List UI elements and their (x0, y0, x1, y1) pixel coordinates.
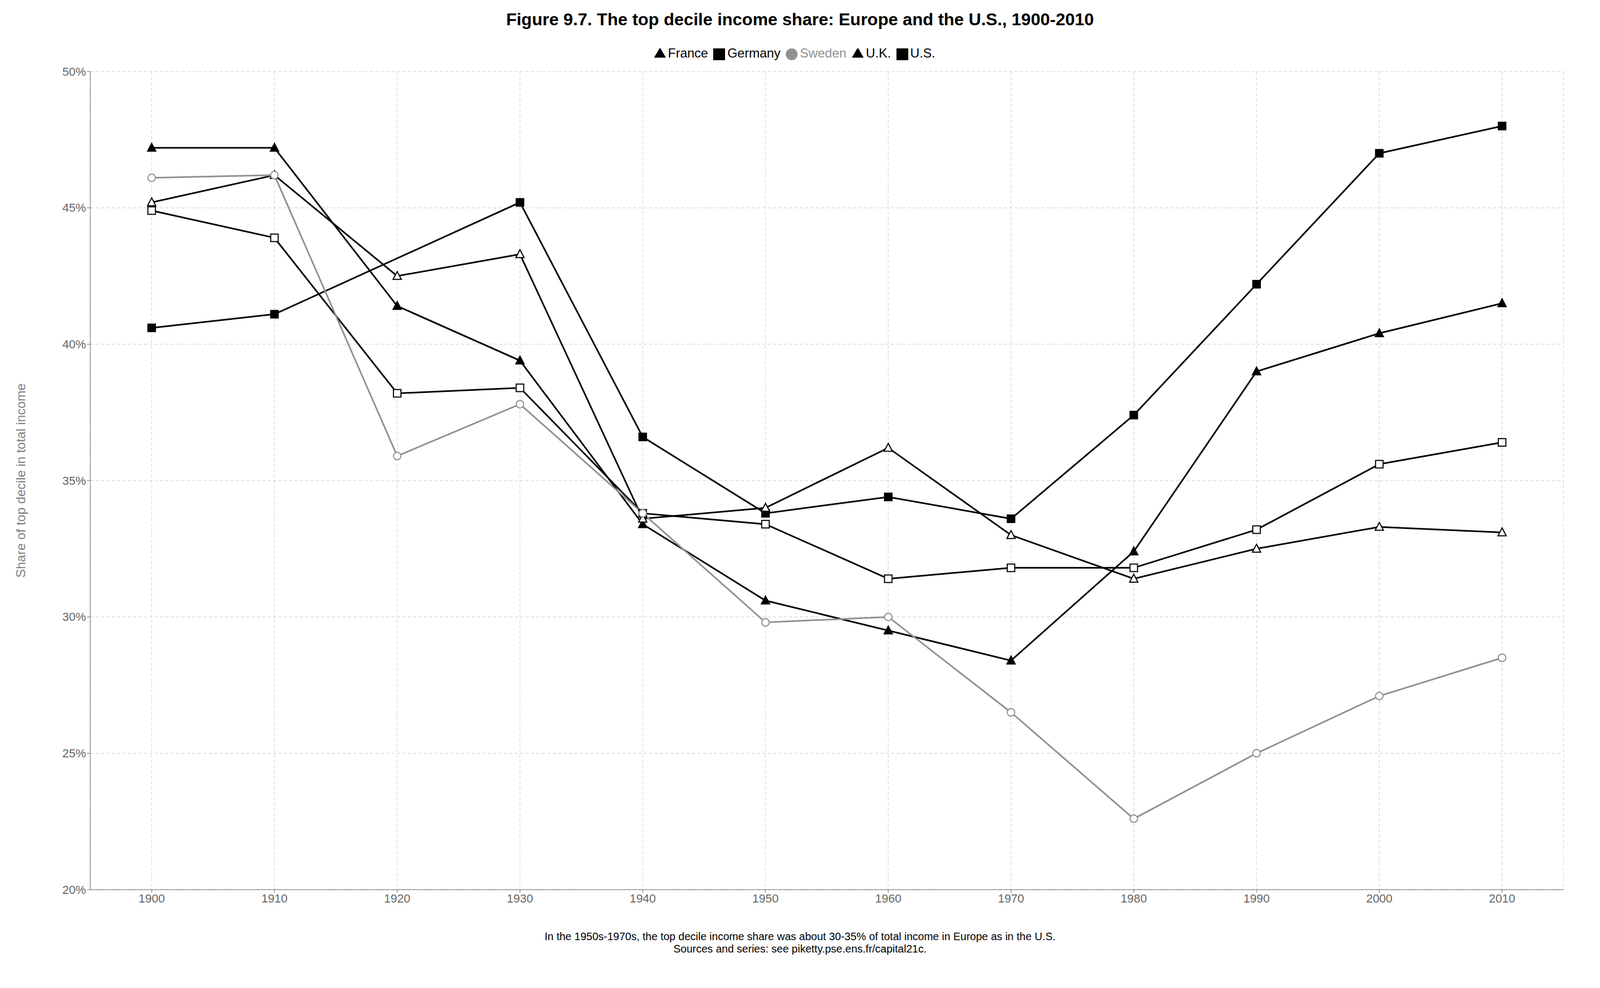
html-text:France: France (667, 45, 709, 61)
svg-text:30%: 30% (62, 610, 86, 624)
svg-text:1940: 1940 (629, 891, 656, 906)
html-text:Germany: Germany (727, 45, 781, 61)
svg-text:1950: 1950 (752, 891, 779, 906)
svg-text:1960: 1960 (874, 891, 902, 906)
html-text:Sweden: Sweden (799, 45, 847, 61)
svg-text:25%: 25% (62, 746, 86, 760)
svg-text:20%: 20% (62, 883, 86, 897)
svg-text:35%: 35% (62, 474, 86, 488)
svg-text:1910: 1910 (261, 891, 288, 906)
svg-text:2000: 2000 (1366, 891, 1393, 906)
svg-text:1930: 1930 (506, 891, 534, 906)
svg-text:1900: 1900 (138, 891, 165, 906)
html-text:U.S.: U.S. (910, 45, 936, 61)
html-text:Sources and series: see pikett: Sources and series: see piketty.pse.ens.… (673, 942, 927, 955)
html-text:In the 1950s-1970s, the top de: In the 1950s-1970s, the top decile incom… (544, 930, 1056, 943)
svg-text:1990: 1990 (1243, 891, 1270, 906)
svg-text:45%: 45% (62, 201, 86, 215)
svg-text:50%: 50% (62, 65, 86, 79)
svg-text:2010: 2010 (1488, 891, 1516, 906)
svg-text:1970: 1970 (998, 891, 1025, 906)
svg-text:Share of top decile in total i: Share of top decile in total income (13, 383, 28, 578)
svg-text:1980: 1980 (1120, 891, 1147, 906)
html-text:U.K.: U.K. (865, 45, 891, 61)
svg-text:1920: 1920 (384, 891, 411, 906)
svg-text:40%: 40% (62, 337, 86, 351)
html-text:Figure 9.7. The top decile inc: Figure 9.7. The top decile income share:… (506, 9, 1094, 30)
